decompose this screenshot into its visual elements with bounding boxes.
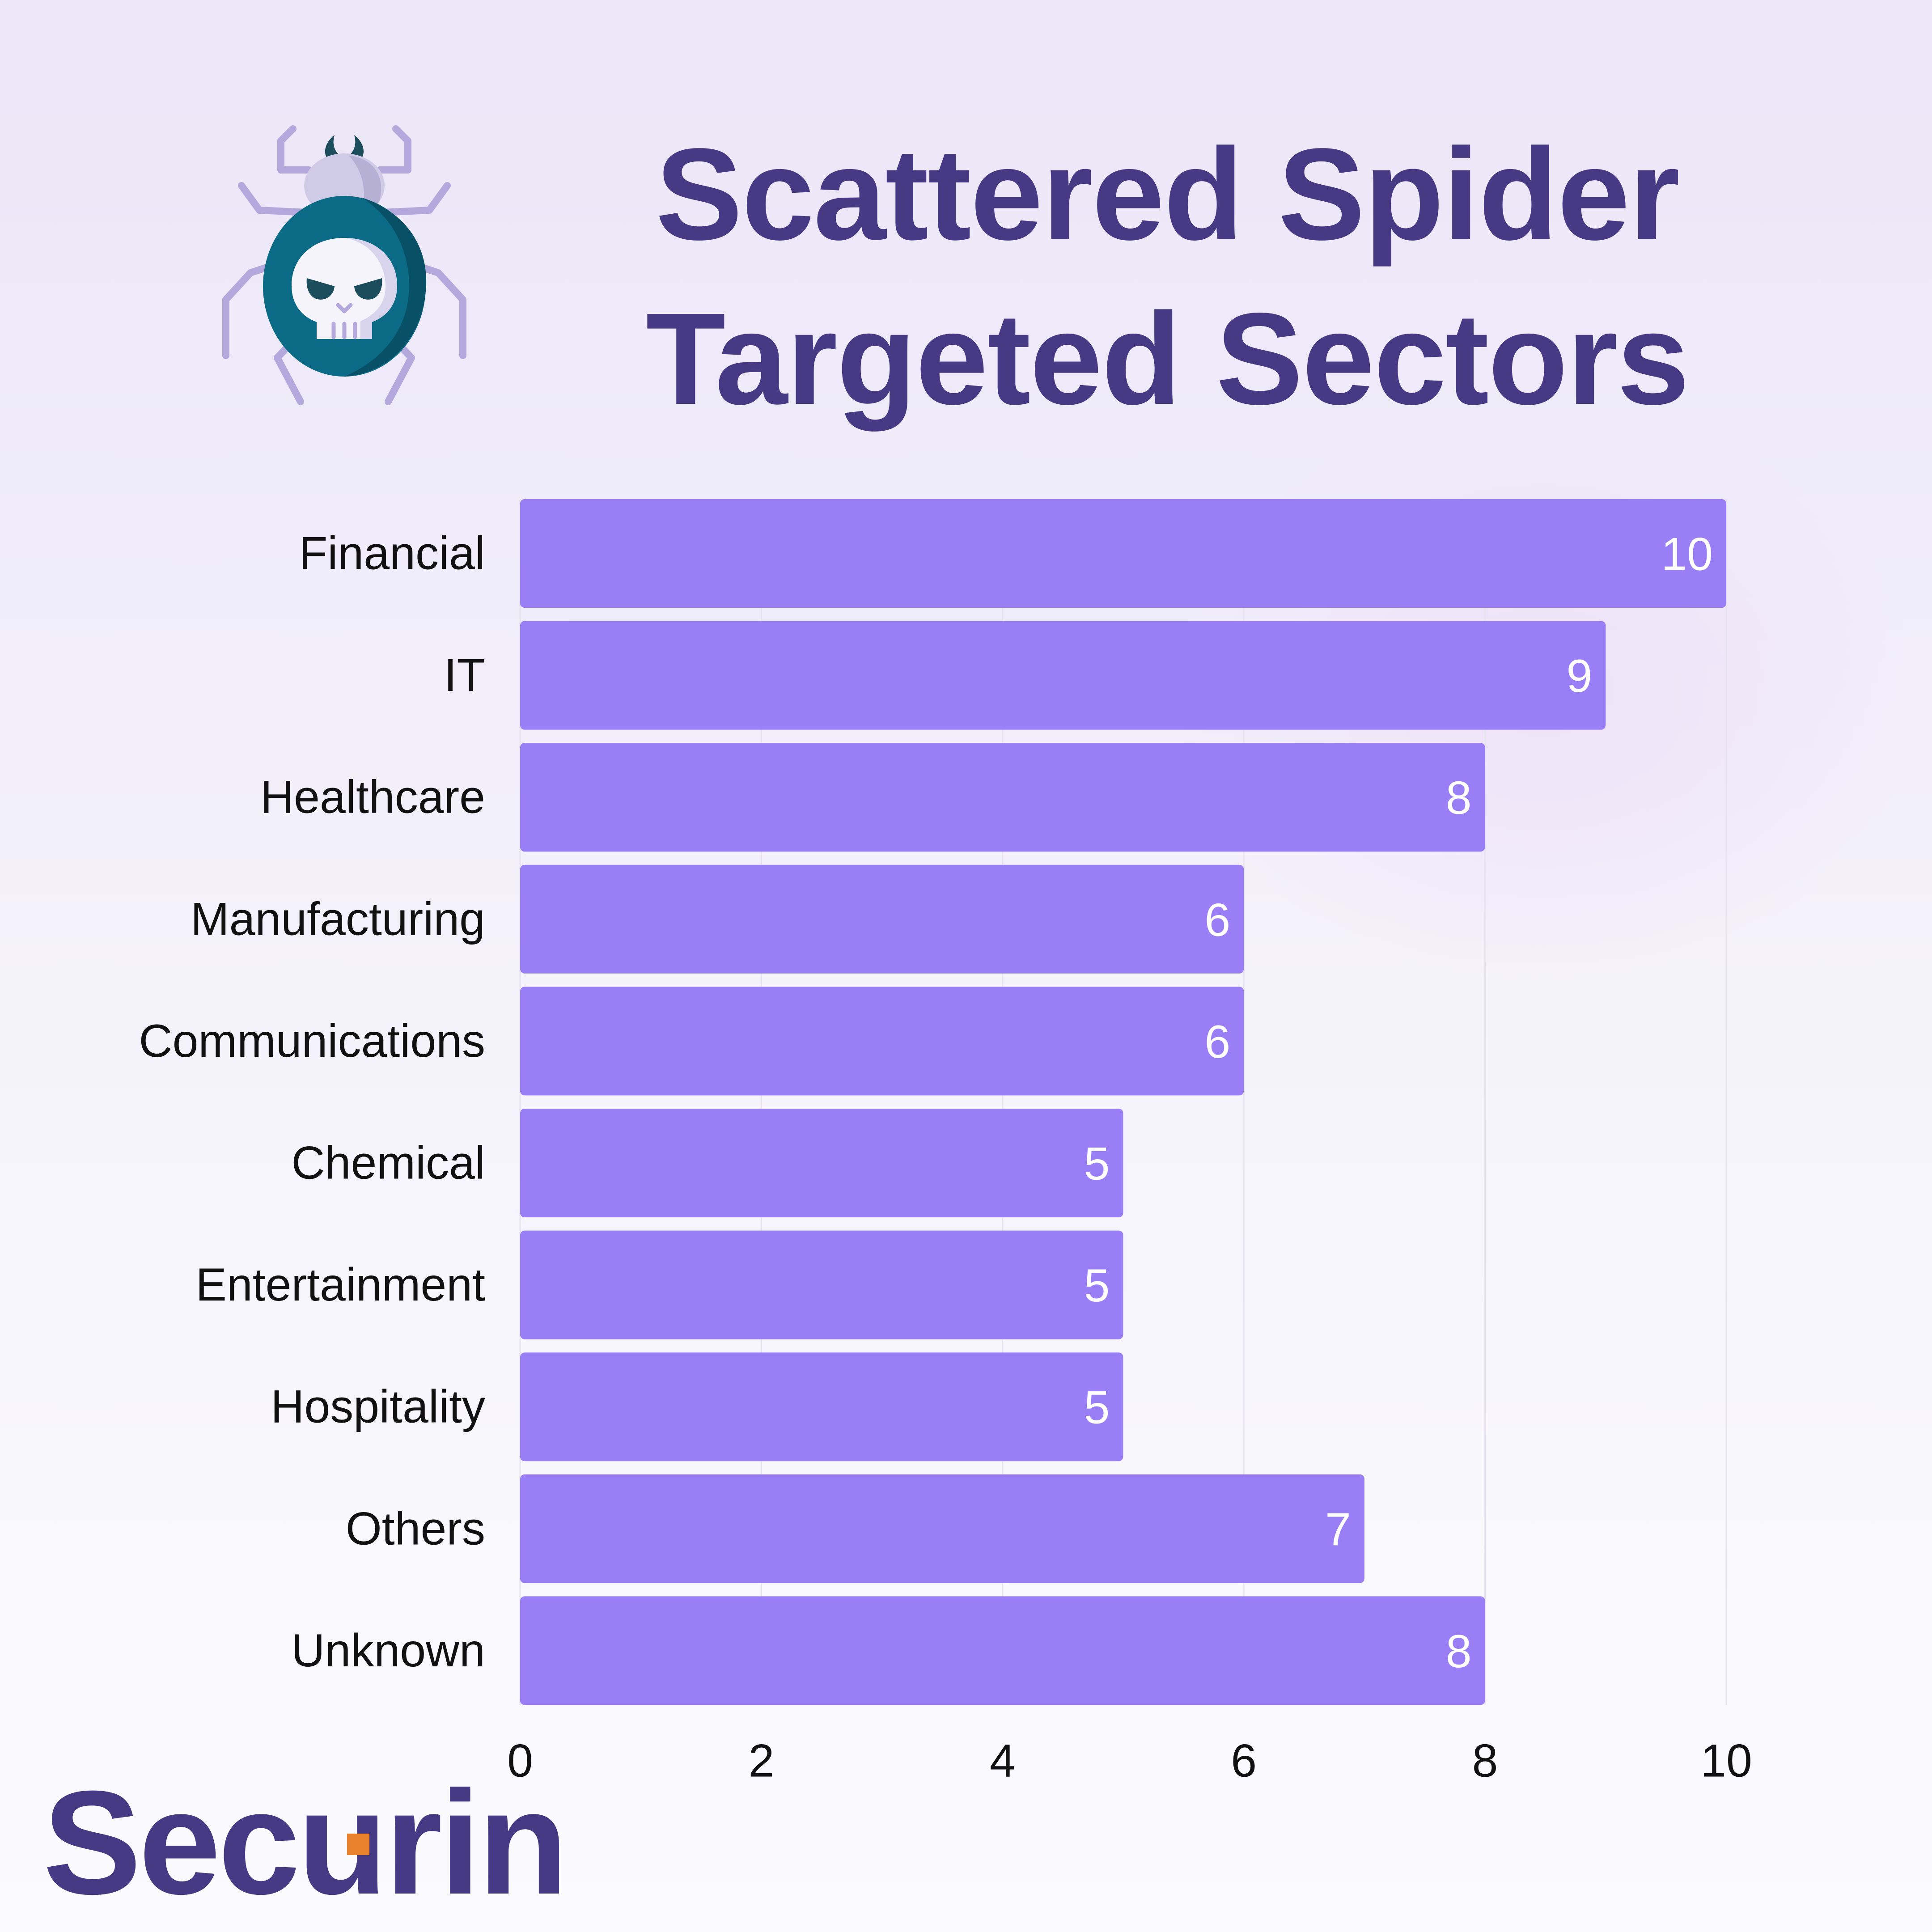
- title-line-2: Targeted Sectors: [646, 286, 1690, 432]
- category-label: Entertainment: [196, 1259, 486, 1311]
- data-label: 10: [1661, 529, 1713, 580]
- x-tick-label: 2: [748, 1735, 774, 1787]
- x-tick-label: 10: [1700, 1735, 1752, 1787]
- bar-manufacturing: [520, 864, 1244, 974]
- data-label: 9: [1566, 650, 1592, 702]
- data-label: 8: [1446, 772, 1472, 824]
- category-label: Financial: [299, 528, 485, 580]
- bar-financial: [520, 499, 1726, 608]
- bar-chemical: [520, 1109, 1123, 1217]
- bar-it: [520, 621, 1606, 730]
- category-label: Manufacturing: [191, 893, 485, 945]
- bar-hospitality: [520, 1352, 1123, 1462]
- bar-entertainment: [520, 1230, 1123, 1339]
- category-label: Unknown: [291, 1625, 485, 1677]
- title-line-1: Scattered Spider: [655, 121, 1680, 267]
- bar-unknown: [520, 1596, 1485, 1705]
- chart-labels: Financial 10 IT 9 Healthcare 8 Manufacturing 6 C…: [139, 528, 1752, 1787]
- data-label: 5: [1084, 1260, 1110, 1312]
- bar-others: [520, 1474, 1364, 1583]
- chart-bars: [520, 499, 1726, 1705]
- chart-title: Scattered Spider Targeted Sectors: [626, 112, 1708, 441]
- x-tick-label: 0: [507, 1735, 533, 1787]
- x-tick-label: 6: [1231, 1735, 1257, 1787]
- category-label: Others: [346, 1503, 485, 1555]
- data-label: 7: [1325, 1504, 1351, 1555]
- data-label: 6: [1204, 894, 1230, 946]
- spider-skull-icon: [222, 125, 466, 405]
- data-label: 6: [1204, 1016, 1230, 1068]
- data-label: 5: [1084, 1138, 1110, 1190]
- category-label: Chemical: [292, 1137, 485, 1189]
- bar-communications: [520, 987, 1244, 1096]
- category-label: Hospitality: [271, 1381, 485, 1433]
- category-label: Healthcare: [260, 771, 485, 823]
- data-label: 5: [1084, 1382, 1110, 1434]
- x-tick-label: 8: [1472, 1735, 1498, 1787]
- brand-logo: Securin: [43, 1760, 568, 1925]
- x-tick-label: 4: [990, 1735, 1016, 1787]
- category-label: IT: [444, 649, 485, 701]
- bar-healthcare: [520, 743, 1485, 852]
- brand-logo-accent: [347, 1834, 369, 1855]
- data-label: 8: [1446, 1626, 1472, 1678]
- category-label: Communications: [139, 1015, 485, 1067]
